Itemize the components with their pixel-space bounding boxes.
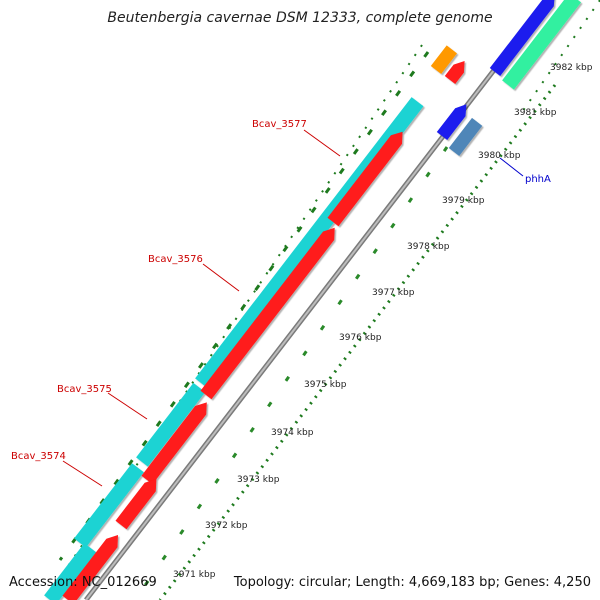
scale-label-kbp: 3971 kbp: [173, 570, 216, 580]
gene-cyan-bcav3575[interactable]: [74, 463, 144, 548]
gene-tick-line-a: [58, 51, 430, 561]
gene-mint-top[interactable]: [502, 0, 582, 90]
gene-orange[interactable]: [430, 45, 457, 74]
gene-label-bcav-3575[interactable]: Bcav_3575: [57, 384, 112, 395]
gene-tick-line-b: [133, 146, 449, 600]
scale-label-kbp: 3972 kbp: [205, 521, 248, 531]
gene-label-connector: [499, 157, 524, 177]
gene-label-connector: [202, 263, 240, 292]
gene-red-bcav3573[interactable]: [62, 535, 119, 600]
gene-blue-phha-neighbor[interactable]: [436, 104, 467, 140]
gene-label-phha[interactable]: phhA: [525, 174, 551, 185]
gene-label-bcav-3576[interactable]: Bcav_3576: [148, 254, 203, 265]
gene-blue-top[interactable]: [489, 0, 555, 76]
genome-summary-text: Topology: circular; Length: 4,669,183 bp…: [233, 575, 591, 590]
gene-label-connector: [303, 129, 341, 157]
scale-label-kbp: 3975 kbp: [304, 380, 347, 390]
genome-backbone-highlight: [85, 0, 549, 600]
scale-label-kbp: 3976 kbp: [339, 333, 382, 343]
gene-label-connector: [62, 460, 103, 487]
gene-steelblue-phha[interactable]: [448, 117, 483, 156]
gene-red-bcav3577[interactable]: [327, 131, 403, 227]
gene-red-bcav3574[interactable]: [115, 479, 157, 530]
scale-label-kbp: 3974 kbp: [271, 428, 314, 438]
gene-red-bcav3575[interactable]: [141, 402, 207, 485]
scale-label-kbp: 3977 kbp: [372, 288, 415, 298]
map-title: Beutenbergia cavernae DSM 12333, complet…: [107, 10, 493, 26]
scale-label-kbp: 3980 kbp: [478, 151, 521, 161]
outer-dotted-line-short: [519, 0, 600, 116]
scale-label-kbp: 3981 kbp: [514, 108, 557, 118]
gene-red-bcav3576[interactable]: [200, 227, 335, 400]
outer-dotted-line-long: [44, 44, 423, 600]
gene-label-bcav-3577[interactable]: Bcav_3577: [252, 119, 307, 130]
scale-label-kbp: 3973 kbp: [237, 475, 280, 485]
scale-label-kbp: 3979 kbp: [442, 196, 485, 206]
scale-label-kbp: 3982 kbp: [550, 63, 593, 73]
gene-red-small[interactable]: [444, 61, 465, 84]
accession-text: Accession: NC_012669: [9, 575, 157, 590]
gene-label-bcav-3574[interactable]: Bcav_3574: [11, 451, 66, 462]
gene-cyan-bcav3576[interactable]: [136, 382, 206, 467]
gene-label-connector: [107, 392, 148, 420]
scale-label-kbp: 3978 kbp: [407, 242, 450, 252]
gene-cyan-bcav3574[interactable]: [44, 543, 97, 600]
